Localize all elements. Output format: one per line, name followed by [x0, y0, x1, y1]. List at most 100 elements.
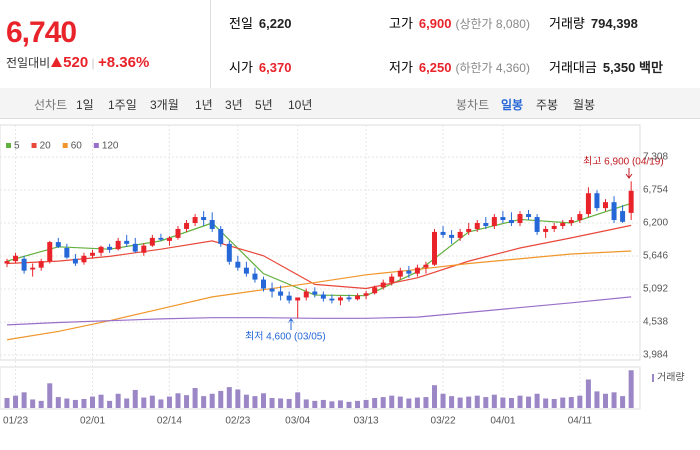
candle-body: [72, 258, 78, 264]
candle-body: [55, 242, 61, 247]
candle-body: [235, 261, 241, 268]
volume-bar: [295, 392, 301, 408]
period-tab[interactable]: 3개월: [150, 98, 179, 112]
volume-bar: [72, 399, 78, 408]
candle-body: [269, 288, 275, 292]
change-label: 전일대비: [6, 56, 51, 70]
candle-body: [389, 276, 395, 283]
volume-bar: [508, 398, 514, 408]
candle-body: [141, 245, 147, 253]
candle-body: [380, 282, 386, 288]
stat-note: (상한가 8,080): [455, 16, 530, 31]
stat-label: 거래대금: [549, 59, 597, 75]
candle-body: [491, 217, 497, 226]
stat: 거래량 794,398: [531, 13, 700, 32]
candle-tab[interactable]: 주봉: [536, 98, 559, 112]
candle-body: [457, 231, 463, 238]
volume-bar: [432, 385, 437, 408]
volume-bar: [38, 400, 44, 408]
y-tick-label: 7,308: [643, 152, 668, 163]
candle-body: [295, 297, 301, 301]
candle-body: [47, 242, 53, 262]
candle-body: [363, 293, 369, 296]
candle-body: [320, 294, 326, 299]
volume-bar: [397, 396, 403, 408]
volume-bar: [449, 396, 455, 408]
y-tick-label: 4,538: [643, 317, 668, 328]
volume-bar: [585, 379, 591, 408]
period-nav: 선차트 1일 1주일 3개월 1년 3년 5년 10년 봉차트 일봉 주봉 월봉: [0, 88, 700, 119]
volume-bar: [372, 398, 378, 408]
change-pct: +8.36%: [98, 54, 150, 71]
legend-swatch: [6, 143, 11, 148]
candle-body: [64, 248, 70, 258]
up-icon: [51, 57, 63, 67]
period-tab[interactable]: 1년: [195, 98, 213, 112]
volume-bar: [47, 383, 53, 408]
volume-bar: [175, 393, 181, 408]
header: 6,740 전일대비 520 | +8.36% 전일 6,220 고가 6,900 (상한…: [0, 0, 700, 89]
volume-bar: [107, 400, 113, 408]
period-tab[interactable]: 5년: [255, 98, 273, 112]
candle-body: [192, 217, 198, 223]
stat-value: 6,900: [418, 15, 452, 31]
volume-bar: [55, 397, 61, 408]
period-tab[interactable]: 10년: [288, 98, 313, 112]
volume-bar: [218, 390, 224, 408]
candle-body: [372, 287, 378, 294]
legend-swatch: [93, 143, 99, 148]
stats: 전일 6,220 고가 6,900 (상한가 8,080) 거래량 794,398 시가 6,3…: [210, 0, 700, 88]
candle-tab[interactable]: 일봉: [501, 98, 524, 112]
volume-bar: [380, 397, 386, 408]
volume-bar: [440, 393, 446, 408]
candle-body: [252, 273, 258, 280]
stat-note: (하한가 4,360): [455, 60, 530, 75]
candle-tab[interactable]: 월봉: [573, 98, 596, 112]
period-tab[interactable]: 1일: [76, 98, 94, 112]
volume-bar: [483, 397, 489, 408]
x-tick-label: 03/04: [285, 416, 310, 427]
candle-body: [124, 240, 130, 244]
x-tick-label: 04/11: [568, 416, 593, 427]
candle-body: [107, 246, 113, 250]
volume-bar: [491, 394, 497, 408]
candle-body: [449, 234, 455, 238]
volume-bar: [355, 400, 361, 408]
candle-body: [303, 291, 309, 298]
candle-chart-label: 봉차트: [456, 98, 490, 112]
volume-bar: [474, 395, 480, 408]
volume-bar: [278, 398, 284, 408]
volume-bar: [534, 393, 540, 408]
candle-body: [551, 225, 557, 229]
volume-bar: [115, 393, 121, 408]
volume-bar: [603, 393, 608, 408]
candle-body: [508, 220, 514, 223]
candle-body: [175, 228, 181, 238]
candle-body: [440, 231, 446, 235]
candle-body: [337, 297, 343, 301]
volume-bar: [560, 397, 566, 408]
candle-body: [201, 217, 207, 221]
x-tick-label: 03/22: [431, 416, 456, 427]
candle-body: [500, 217, 506, 221]
moving-average-line: [6, 224, 632, 290]
volume-bar: [320, 399, 326, 408]
stat-label: 거래량: [549, 15, 585, 31]
candle-body: [278, 291, 284, 296]
volume-bar: [13, 395, 19, 408]
candle-body: [13, 255, 19, 262]
period-tab[interactable]: 3년: [225, 98, 243, 112]
stats-row: 시가 6,370 저가 6,250 (하한가 4,360) 거래대금 5,350 백만: [211, 44, 700, 88]
candle-body: [209, 220, 215, 229]
candle-body: [312, 291, 318, 295]
volume-bar: [337, 400, 343, 408]
moving-average-line: [6, 296, 632, 326]
candle-body: [158, 237, 164, 240]
volume-bar: [526, 396, 532, 408]
candle-body: [90, 252, 95, 256]
volume-bar: [423, 397, 429, 408]
period-tab[interactable]: 1주일: [108, 98, 137, 112]
stat-value: 794,398: [590, 15, 638, 31]
